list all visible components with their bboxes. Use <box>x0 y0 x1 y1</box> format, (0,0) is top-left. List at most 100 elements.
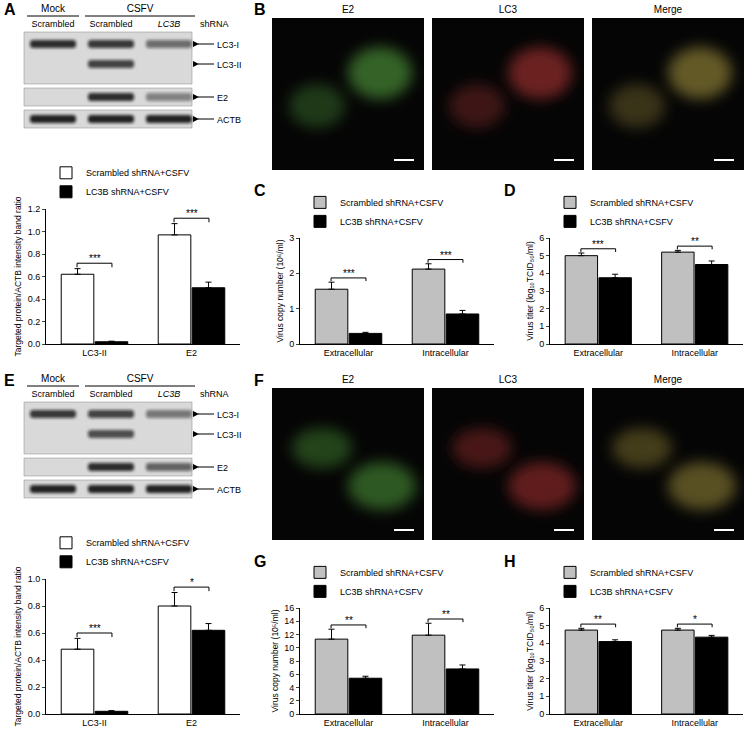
svg-text:4: 4 <box>539 268 544 278</box>
svg-text:D: D <box>504 182 516 199</box>
svg-text:ACTB: ACTB <box>217 115 241 125</box>
svg-text:8: 8 <box>289 656 294 666</box>
svg-text:Scrambled shRNA+CSFV: Scrambled shRNA+CSFV <box>590 568 693 578</box>
svg-text:Extracellular: Extracellular <box>573 348 623 358</box>
svg-text:LC3-I: LC3-I <box>217 410 239 420</box>
svg-text:0: 0 <box>289 339 294 349</box>
svg-text:6: 6 <box>539 233 544 243</box>
svg-text:Virus titer (log₁₀TCID₅₀/ml): Virus titer (log₁₀TCID₅₀/ml) <box>525 241 535 341</box>
svg-text:Scrambled: Scrambled <box>89 19 132 29</box>
svg-text:Virus copy number (10⁶/ml): Virus copy number (10⁶/ml) <box>275 239 285 342</box>
svg-text:Scrambled: Scrambled <box>31 389 74 399</box>
svg-text:***: *** <box>186 208 198 219</box>
svg-text:2: 2 <box>539 304 544 314</box>
svg-text:Scrambled shRNA+CSFV: Scrambled shRNA+CSFV <box>340 568 443 578</box>
svg-text:1.0: 1.0 <box>28 574 41 584</box>
svg-text:Scrambled shRNA+CSFV: Scrambled shRNA+CSFV <box>86 538 189 548</box>
svg-text:LC3B shRNA+CSFV: LC3B shRNA+CSFV <box>590 217 673 227</box>
svg-text:Scrambled shRNA+CSFV: Scrambled shRNA+CSFV <box>340 198 443 208</box>
svg-text:H: H <box>504 553 516 570</box>
svg-text:shRNA: shRNA <box>200 19 229 29</box>
svg-text:4: 4 <box>289 683 294 693</box>
svg-text:2: 2 <box>289 268 294 278</box>
svg-text:3: 3 <box>539 656 544 666</box>
svg-text:Intracellular: Intracellular <box>671 348 718 358</box>
svg-text:1.0: 1.0 <box>28 227 41 237</box>
svg-text:Extracellular: Extracellular <box>324 348 374 358</box>
svg-text:6: 6 <box>289 669 294 679</box>
svg-text:Targeted protein/ACTB intensit: Targeted protein/ACTB intensity band rat… <box>13 196 23 356</box>
svg-text:Scrambled shRNA+CSFV: Scrambled shRNA+CSFV <box>590 198 693 208</box>
svg-text:0.0: 0.0 <box>28 709 41 719</box>
svg-text:3: 3 <box>539 286 544 296</box>
svg-text:Extracellular: Extracellular <box>324 718 374 728</box>
svg-text:3: 3 <box>289 233 294 243</box>
svg-text:0.8: 0.8 <box>28 249 41 259</box>
svg-text:4: 4 <box>539 638 544 648</box>
svg-text:Scrambled: Scrambled <box>89 389 132 399</box>
svg-text:E2: E2 <box>186 718 197 728</box>
svg-text:C: C <box>254 182 266 199</box>
svg-text:0.8: 0.8 <box>28 601 41 611</box>
svg-text:Extracellular: Extracellular <box>573 718 623 728</box>
svg-text:***: *** <box>89 253 101 264</box>
svg-text:LC3-II: LC3-II <box>82 718 107 728</box>
svg-text:A: A <box>4 1 16 18</box>
svg-text:0: 0 <box>289 709 294 719</box>
svg-text:Scrambled: Scrambled <box>31 19 74 29</box>
svg-text:0.4: 0.4 <box>28 294 41 304</box>
svg-text:1.2: 1.2 <box>28 204 41 214</box>
svg-text:LC3-II: LC3-II <box>217 60 242 70</box>
svg-text:**: ** <box>594 614 602 625</box>
svg-text:0.0: 0.0 <box>28 339 41 349</box>
svg-text:CSFV: CSFV <box>127 373 154 384</box>
svg-text:0.2: 0.2 <box>28 317 41 327</box>
svg-text:5: 5 <box>539 621 544 631</box>
svg-text:Mock: Mock <box>41 373 66 384</box>
svg-text:LC3B: LC3B <box>158 19 181 29</box>
svg-text:E2: E2 <box>342 4 355 15</box>
svg-text:LC3: LC3 <box>499 4 518 15</box>
svg-text:***: *** <box>592 239 604 250</box>
svg-text:12: 12 <box>284 630 294 640</box>
svg-text:LC3-II: LC3-II <box>217 430 242 440</box>
svg-text:LC3B shRNA+CSFV: LC3B shRNA+CSFV <box>340 217 423 227</box>
svg-text:LC3-I: LC3-I <box>217 40 239 50</box>
svg-text:CSFV: CSFV <box>127 3 154 14</box>
svg-text:Scrambled shRNA+CSFV: Scrambled shRNA+CSFV <box>86 168 189 178</box>
svg-text:0.6: 0.6 <box>28 628 41 638</box>
svg-text:0: 0 <box>539 339 544 349</box>
svg-text:0.6: 0.6 <box>28 272 41 282</box>
svg-text:G: G <box>254 553 266 570</box>
svg-text:**: ** <box>442 609 450 620</box>
svg-text:LC3B: LC3B <box>158 389 181 399</box>
svg-text:***: *** <box>343 268 355 279</box>
svg-text:F: F <box>254 372 264 389</box>
svg-text:LC3B shRNA+CSFV: LC3B shRNA+CSFV <box>86 557 169 567</box>
svg-text:**: ** <box>691 236 699 247</box>
svg-text:1: 1 <box>539 691 544 701</box>
svg-text:E: E <box>4 372 15 389</box>
svg-text:14: 14 <box>284 616 294 626</box>
svg-text:E2: E2 <box>217 93 228 103</box>
svg-text:Mock: Mock <box>41 3 66 14</box>
svg-text:Merge: Merge <box>654 374 683 385</box>
svg-text:1: 1 <box>539 321 544 331</box>
svg-text:ACTB: ACTB <box>217 485 241 495</box>
svg-text:Virus titer (log₁₀TCID₅₀/ml): Virus titer (log₁₀TCID₅₀/ml) <box>525 611 535 711</box>
svg-text:6: 6 <box>539 603 544 613</box>
svg-text:LC3-II: LC3-II <box>82 348 107 358</box>
svg-text:Intracellular: Intracellular <box>671 718 718 728</box>
svg-text:Targeted protein/ACTB intensit: Targeted protein/ACTB intensity band rat… <box>13 566 23 726</box>
svg-text:Virus copy number (10⁵/ml): Virus copy number (10⁵/ml) <box>270 609 280 712</box>
svg-text:Intracellular: Intracellular <box>422 348 469 358</box>
svg-text:B: B <box>254 1 266 18</box>
svg-text:shRNA: shRNA <box>200 389 229 399</box>
svg-text:0.4: 0.4 <box>28 655 41 665</box>
svg-text:0.2: 0.2 <box>28 682 41 692</box>
svg-text:LC3: LC3 <box>499 374 518 385</box>
svg-text:LC3B shRNA+CSFV: LC3B shRNA+CSFV <box>590 587 673 597</box>
svg-text:Intracellular: Intracellular <box>422 718 469 728</box>
svg-text:0: 0 <box>539 709 544 719</box>
svg-text:2: 2 <box>289 696 294 706</box>
